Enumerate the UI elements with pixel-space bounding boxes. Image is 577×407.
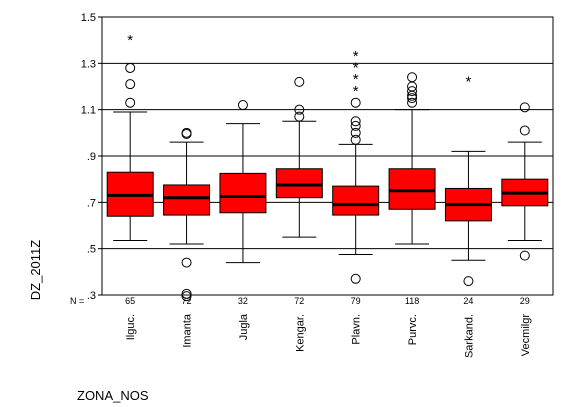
category-label: Jugla	[238, 313, 250, 340]
box-jugla	[219, 100, 267, 264]
category-label: Kengar.	[294, 314, 306, 352]
extreme-point: *	[127, 32, 133, 49]
x-axis-title: ZONA_NOS	[77, 388, 149, 403]
outlier-point	[181, 288, 192, 299]
outlier-point	[407, 72, 418, 83]
n-value: 29	[520, 296, 530, 306]
outlier-point	[519, 102, 530, 113]
y-tick-label: 1.5	[81, 12, 96, 24]
box-iqr	[275, 168, 323, 199]
box-iqr	[388, 168, 436, 210]
outlier-point	[350, 97, 361, 108]
category-label: Imanta	[182, 313, 194, 348]
y-tick-label: .3	[87, 290, 96, 302]
box-iqr	[332, 185, 380, 216]
box-vecmilgr	[501, 102, 549, 261]
outlier-point	[350, 116, 361, 127]
y-tick-label: 1.3	[81, 58, 96, 70]
extreme-point: *	[353, 71, 359, 88]
box-plavn: ****	[332, 48, 380, 284]
n-value: 79	[351, 296, 361, 306]
y-tick-label: 1.1	[81, 105, 96, 117]
box-iqr	[219, 172, 267, 214]
box-kengar	[275, 76, 323, 238]
n-value: 65	[125, 296, 135, 306]
n-value: 24	[463, 296, 473, 306]
outlier-point	[125, 62, 136, 73]
outlier-point	[519, 125, 530, 136]
outlier-point	[463, 276, 474, 287]
y-tick-label: .9	[87, 151, 96, 163]
outlier-point	[407, 86, 418, 97]
y-tick-label: .7	[87, 197, 96, 209]
outlier-point	[294, 111, 305, 122]
n-value: 72	[182, 296, 192, 306]
outlier-point	[350, 127, 361, 138]
outlier-point	[350, 134, 361, 145]
category-label: Sarkand.	[463, 314, 475, 358]
extreme-point: *	[353, 83, 359, 100]
y-axis-title: DZ_2011Z	[28, 240, 43, 301]
outlier-point	[407, 93, 418, 104]
category-label: Purvc.	[407, 314, 419, 345]
box-purvc	[388, 72, 436, 245]
outlier-point	[519, 250, 530, 261]
box-ilguc: *	[106, 32, 154, 242]
outlier-point	[237, 100, 248, 111]
category-label: Vecmilgr	[520, 314, 532, 357]
extreme-point: *	[353, 60, 359, 77]
n-value: 118	[405, 296, 419, 306]
box-sarkand: *	[444, 74, 492, 287]
outlier-point	[125, 79, 136, 90]
n-value: 32	[238, 296, 248, 306]
y-tick-label: .5	[87, 244, 96, 256]
box-imanta	[163, 127, 211, 302]
outlier-point	[350, 120, 361, 131]
outlier-point	[125, 97, 136, 108]
outlier-point	[181, 127, 192, 138]
category-label: Plavn.	[351, 314, 363, 345]
box-series: ******	[106, 32, 549, 302]
box-iqr	[163, 184, 211, 216]
extreme-point: *	[466, 74, 472, 91]
plot-frame	[101, 16, 554, 296]
outlier-point	[181, 291, 192, 302]
outlier-point	[350, 273, 361, 284]
n-label: N =	[70, 296, 84, 306]
category-label: Ilguc.	[125, 314, 137, 340]
extreme-point: *	[353, 48, 359, 65]
n-value: 72	[294, 296, 304, 306]
outlier-point	[294, 104, 305, 115]
outlier-point	[181, 257, 192, 268]
category-labels: 65 Ilguc. 72 Imanta 32 Jugla 72 Kengar. 79 Plavn.…	[125, 296, 532, 358]
outlier-point	[294, 76, 305, 87]
outlier-point	[407, 97, 418, 108]
y-axis-ticks: 1.5 1.3 1.1 .9 .7 .5 .3	[81, 12, 102, 302]
